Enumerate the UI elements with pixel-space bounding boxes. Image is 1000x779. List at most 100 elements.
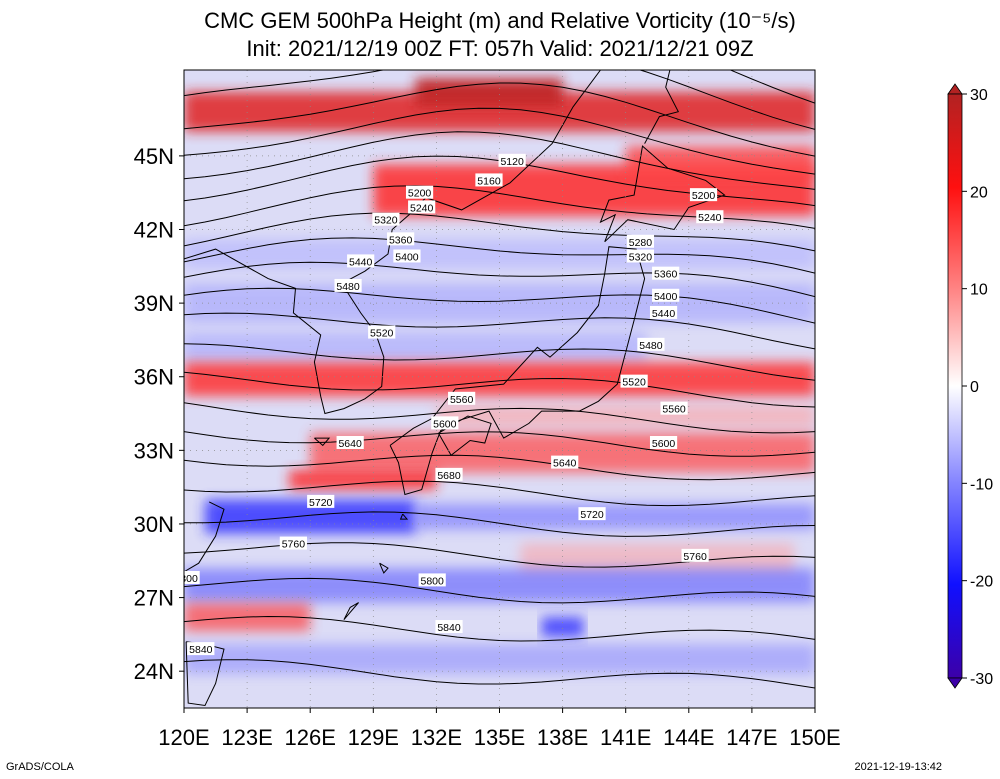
contour-label-text: 5360	[389, 234, 413, 246]
contour-label: 5760	[279, 536, 307, 551]
vorticity-field	[184, 78, 815, 674]
contour-label-bg	[448, 391, 476, 405]
colorbar-ticks: 30 20 10 0 -10 -20 -30	[962, 87, 993, 688]
contour-label: 5800	[418, 573, 446, 587]
height-contour	[184, 454, 815, 481]
contour-label-text: 5560	[450, 394, 474, 406]
contour-label-text: 5160	[477, 175, 501, 187]
height-contour	[184, 577, 815, 604]
contour-label: 5840	[187, 642, 215, 656]
contour-label-bg	[408, 200, 436, 214]
lon-tick-label: 138E	[537, 725, 588, 750]
contour-label: 5520	[368, 325, 396, 340]
lon-tick-label: 129E	[348, 725, 399, 750]
vorticity-band	[289, 469, 437, 490]
height-contour	[184, 70, 815, 130]
vorticity-band	[184, 283, 815, 324]
colorbar-tick-label: 30	[970, 87, 988, 104]
contour-label-bg	[626, 249, 655, 263]
contour-label-text: 5680	[437, 470, 461, 482]
contour-label-bg	[372, 212, 400, 226]
contour-label-text: 5760	[282, 539, 306, 551]
contour-label-bg	[405, 185, 434, 199]
colorbar-tick-label: 10	[970, 282, 988, 299]
contour-label-text: 5240	[698, 212, 722, 224]
contour-label-text: 5560	[662, 404, 686, 416]
contour-label-bg	[435, 620, 463, 634]
contour-label-text: 5520	[370, 328, 394, 340]
colorbar-tick-label: -10	[970, 476, 993, 493]
lat-tick-label: 42N	[134, 218, 174, 243]
coastline	[644, 70, 680, 144]
coastline	[184, 501, 225, 610]
contour-label-bg	[696, 210, 724, 224]
lon-tick-label: 120E	[158, 725, 209, 750]
contour-label: 5560	[448, 391, 476, 406]
lon-tick-label: 135E	[474, 725, 525, 750]
contour-label-bg	[187, 642, 215, 656]
contour-label-text: 5720	[309, 497, 333, 509]
contour-label: 5360	[387, 232, 415, 246]
contour-label: 5240	[408, 200, 436, 214]
vorticity-band	[436, 404, 815, 427]
contour-label-text: 5280	[629, 237, 653, 249]
footer-timestamp: 2021-12-19-13:42	[854, 761, 942, 773]
colorbar-tick-label: 20	[970, 184, 988, 201]
footer-credit: GrADS/COLA	[6, 761, 74, 773]
contour-label: 5360	[652, 266, 680, 281]
contour-label-text: 5120	[500, 156, 524, 168]
contour-label: 5760	[681, 548, 709, 563]
height-contour	[184, 261, 815, 298]
height-contour	[184, 615, 815, 642]
vorticity-band	[184, 568, 815, 603]
colorbar-scale	[947, 93, 963, 679]
colorbar-tick-label: 0	[970, 379, 979, 396]
height-contour	[184, 287, 815, 324]
lat-tick-label: 24N	[134, 659, 174, 684]
contour-label-text: 5400	[395, 251, 419, 263]
contour-label: 5720	[307, 494, 335, 509]
height-contour	[184, 237, 815, 274]
lon-tick-label: 132E	[411, 725, 462, 750]
contour-label-bg	[307, 494, 335, 508]
lat-tick-label: 39N	[134, 291, 174, 316]
contour-label-bg	[347, 254, 375, 268]
map-gridlines	[184, 70, 815, 708]
contour-label-text: 5600	[433, 418, 457, 430]
contour-label-text: 5840	[189, 644, 213, 656]
contour-label: 5640	[336, 435, 364, 450]
contour-label-bg	[431, 416, 459, 430]
contour-label-text: 5440	[349, 256, 373, 268]
contour-label: 5120	[498, 153, 526, 168]
contour-label-text: 5360	[654, 269, 678, 281]
contour-label-bg	[184, 570, 200, 584]
contour-label-bg	[418, 573, 446, 587]
contour-label-bg	[498, 153, 526, 167]
contour-label-bg	[637, 337, 665, 351]
contour-label-bg	[652, 288, 680, 302]
contour-label-bg	[435, 467, 463, 481]
vorticity-band	[415, 503, 815, 530]
height-contour	[184, 312, 815, 350]
contour-label-bg	[279, 536, 307, 550]
contour-label: 5160	[475, 173, 503, 187]
lon-tick-label: 126E	[285, 725, 336, 750]
chart-title: CMC GEM 500hPa Height (m) and Relative V…	[204, 8, 796, 33]
contour-label: 5680	[435, 467, 463, 482]
contour-label-text: 5720	[580, 509, 604, 521]
vorticity-band	[184, 332, 647, 363]
contour-label-bg	[681, 548, 709, 562]
contour-label: 5480	[334, 278, 362, 293]
height-contour	[184, 659, 815, 689]
contour-label-bg	[660, 401, 688, 415]
lat-tick-label: 33N	[134, 438, 174, 463]
contour-labels: 5120516052005240520052405320536054005440…	[184, 153, 724, 656]
contour-label-text: 5520	[622, 377, 646, 389]
contour-label-bg	[336, 435, 364, 449]
contour-label-bg	[649, 305, 678, 319]
height-contour	[184, 431, 815, 457]
vorticity-band	[625, 145, 815, 176]
coastline	[343, 602, 359, 621]
colorbar: 30 20 10 0 -10 -20 -30	[947, 83, 993, 689]
